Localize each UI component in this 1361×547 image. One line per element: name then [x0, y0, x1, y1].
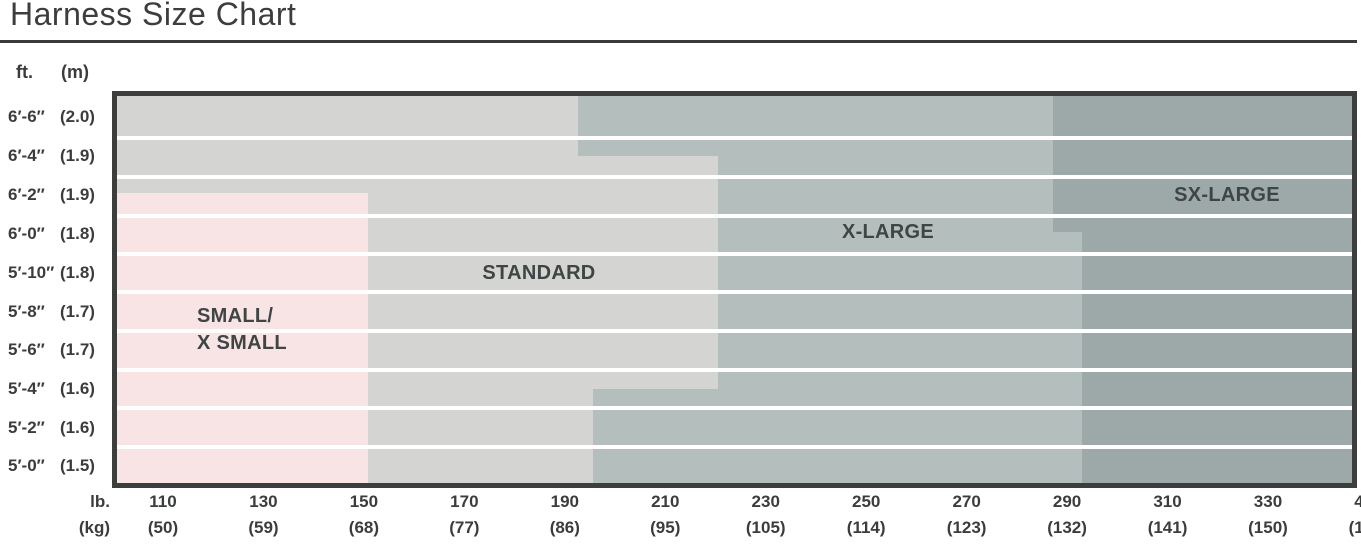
x-tick-lb: 130 — [249, 492, 278, 511]
x-tick: 190 (86) — [517, 489, 613, 541]
x-tick-kg: (50) — [147, 518, 179, 537]
x-tick-lb: 150 — [349, 492, 379, 511]
y-tick-ft: 5′-0″ — [8, 456, 45, 475]
title-divider — [0, 40, 1357, 43]
y-tick-ft: 5′-8″ — [8, 302, 45, 321]
row-separator — [117, 290, 1352, 294]
x-tick: 150 (68) — [316, 489, 412, 541]
x-tick-lb: 230 — [751, 492, 780, 511]
y-tick-ft: 5′-10″ — [8, 263, 55, 282]
region-small-x-small — [117, 193, 368, 483]
chart-plot-area: SMALL/ X SMALL STANDARD X-LARGE SX-LARGE — [112, 91, 1357, 488]
x-tick-lb: 270 — [952, 492, 981, 511]
y-tick-m: (1.7) — [60, 302, 95, 321]
x-tick-lb: 250 — [851, 492, 881, 511]
row-separator — [117, 445, 1352, 449]
row-separator — [117, 136, 1352, 140]
x-tick: 330 (150) — [1220, 489, 1316, 541]
y-tick-m: (1.5) — [60, 456, 95, 475]
region-label-small: SMALL/ X SMALL — [197, 303, 287, 357]
x-tick-kg: (105) — [745, 518, 786, 537]
x-tick: 130 (59) — [215, 489, 311, 541]
region-label-small-line1: SMALL/ — [197, 305, 274, 327]
y-tick-ft: 6′-2″ — [8, 185, 45, 204]
y-tick-ft: 6′-0″ — [8, 224, 45, 243]
row-separator — [117, 329, 1352, 333]
y-tick-ft: 5′-4″ — [8, 379, 45, 398]
y-tick-m: (1.9) — [60, 185, 95, 204]
y-axis-unit-ft: ft. — [16, 62, 33, 82]
page-title: Harness Size Chart — [10, 0, 297, 32]
region-label-x-large: X-LARGE — [841, 221, 935, 243]
x-tick-lb: 400 — [1354, 492, 1361, 511]
x-tick-kg: (68) — [348, 518, 380, 537]
region-label-sx-large: SX-LARGE — [1174, 184, 1280, 206]
x-tick-lb: 190 — [550, 492, 579, 511]
region-label-small-line2: X SMALL — [197, 332, 287, 354]
x-tick: 310 (141) — [1120, 489, 1216, 541]
x-tick-kg: (150) — [1248, 518, 1288, 537]
x-tick-lb: 110 — [149, 492, 177, 511]
row-separator — [117, 214, 1352, 218]
row-separator — [117, 175, 1352, 179]
y-tick-ft: 6′-4″ — [8, 146, 45, 165]
x-tick-lb: 310 — [1153, 492, 1182, 511]
x-tick: 400 (181) — [1320, 489, 1361, 541]
x-tick: 170 (77) — [416, 489, 512, 541]
y-tick-m: (1.6) — [60, 418, 95, 437]
x-tick-kg: (132) — [1047, 518, 1087, 537]
y-tick-m: (1.6) — [60, 379, 95, 398]
x-tick-kg: (123) — [946, 518, 987, 537]
x-axis-unit-lb: lb. — [90, 492, 110, 511]
y-tick-m: (1.8) — [60, 224, 95, 243]
x-tick-lb: 170 — [450, 492, 479, 511]
x-tick-kg: (181) — [1348, 518, 1361, 537]
x-tick-kg: (114) — [846, 518, 886, 537]
x-axis-ticks: 110 (50) 130 (59) 150 (68) 170 (77) 190 … — [115, 489, 1361, 541]
x-tick-kg: (86) — [549, 518, 580, 537]
row-separator — [117, 368, 1352, 372]
y-axis-unit-m: (m) — [61, 62, 89, 82]
row-separator — [117, 252, 1352, 256]
x-tick: 230 (105) — [718, 489, 814, 541]
y-tick-m: (1.9) — [60, 146, 95, 165]
x-axis-unit-kg: (kg) — [78, 518, 110, 537]
region-label-standard: STANDARD — [482, 262, 596, 284]
x-tick: 270 (123) — [919, 489, 1015, 541]
y-tick-ft: 6′-6″ — [8, 107, 45, 126]
x-tick: 210 (95) — [617, 489, 713, 541]
y-tick-m: (1.7) — [60, 340, 95, 359]
y-tick-m: (2.0) — [60, 107, 95, 126]
x-axis-unit: lb. (kg) — [40, 489, 110, 541]
x-tick: 250 (114) — [818, 489, 914, 541]
region-sx-large — [1053, 96, 1352, 483]
chart-regions: SMALL/ X SMALL STANDARD X-LARGE SX-LARGE — [117, 96, 1352, 483]
x-tick-kg: (77) — [449, 518, 480, 537]
y-tick-ft: 5′-6″ — [8, 340, 45, 359]
x-tick-lb: 290 — [1052, 492, 1082, 511]
x-tick-lb: 330 — [1253, 492, 1283, 511]
x-tick-kg: (59) — [248, 518, 279, 537]
y-tick-ft: 5′-2″ — [8, 418, 45, 437]
x-tick: 110 (50) — [115, 489, 211, 541]
y-tick-m: (1.8) — [60, 263, 95, 282]
x-tick-lb: 210 — [651, 492, 680, 511]
x-tick-kg: (141) — [1147, 518, 1188, 537]
x-tick-kg: (95) — [650, 518, 681, 537]
row-separator — [117, 406, 1352, 410]
x-tick: 290 (132) — [1019, 489, 1115, 541]
